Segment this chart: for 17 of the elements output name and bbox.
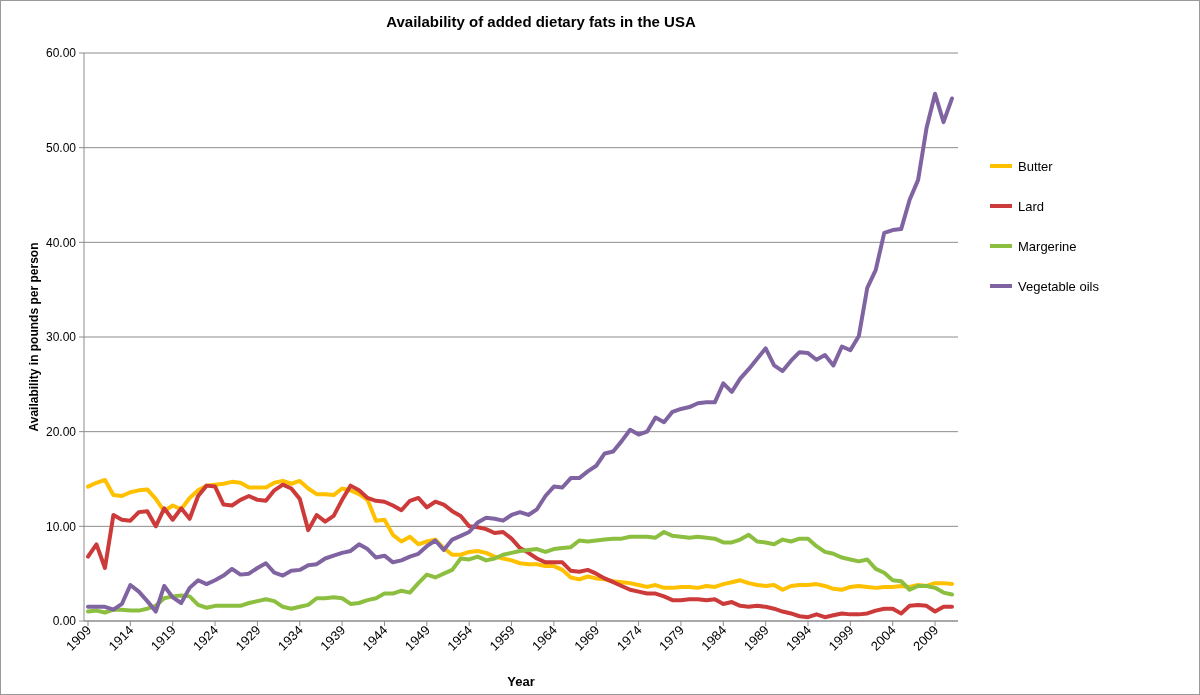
y-axis-title: Availability in pounds per person bbox=[27, 242, 41, 432]
y-tick-label: 50.00 bbox=[45, 140, 77, 155]
y-tick-label: 0.00 bbox=[52, 614, 77, 629]
y-tick-label: 30.00 bbox=[45, 330, 77, 345]
line-series bbox=[86, 91, 954, 614]
line-series bbox=[86, 482, 954, 620]
y-tick-label: 40.00 bbox=[45, 235, 77, 250]
y-tick-label: 20.00 bbox=[45, 424, 77, 439]
legend-label: Butter bbox=[1018, 158, 1054, 174]
y-tick-label: 60.00 bbox=[45, 46, 77, 61]
x-axis-title: Year bbox=[507, 674, 535, 689]
line-series bbox=[86, 530, 954, 615]
y-tick-label: 10.00 bbox=[45, 519, 77, 534]
legend-label: Vegetable oils bbox=[1018, 278, 1100, 294]
legend-label: Lard bbox=[1018, 198, 1045, 214]
chart-title: Availability of added dietary fats in the USA bbox=[386, 13, 696, 30]
legend-label: Margerine bbox=[1018, 238, 1077, 254]
